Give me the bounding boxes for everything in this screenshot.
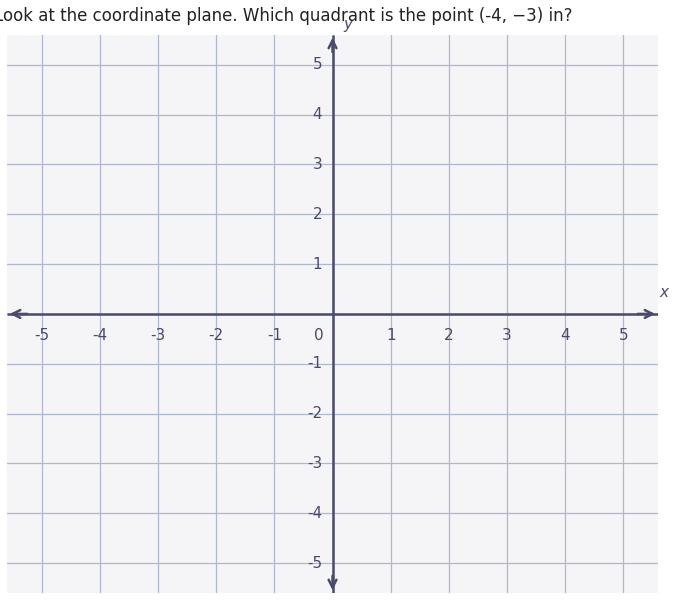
Text: -3: -3 (151, 328, 166, 343)
Text: 3: 3 (502, 328, 512, 343)
Text: 5: 5 (313, 57, 322, 72)
Text: 2: 2 (313, 207, 322, 222)
Text: y: y (343, 17, 352, 32)
Text: -4: -4 (307, 506, 322, 521)
Text: 0: 0 (314, 328, 324, 343)
Text: -1: -1 (267, 328, 282, 343)
Text: 3: 3 (313, 157, 322, 172)
Text: -5: -5 (34, 328, 49, 343)
Text: -3: -3 (307, 456, 322, 471)
Text: -2: -2 (209, 328, 224, 343)
Text: x: x (659, 285, 668, 300)
Text: 4: 4 (313, 107, 322, 122)
Text: -4: -4 (92, 328, 107, 343)
Text: 1: 1 (386, 328, 396, 343)
Text: -1: -1 (307, 356, 322, 371)
Text: 4: 4 (560, 328, 570, 343)
Text: 5: 5 (618, 328, 628, 343)
Text: 2: 2 (444, 328, 454, 343)
Text: -5: -5 (307, 556, 322, 571)
Text: 1: 1 (313, 257, 322, 272)
Text: -2: -2 (307, 406, 322, 421)
Text: Look at the coordinate plane. Which quadrant is the point (-4, −3) in?: Look at the coordinate plane. Which quad… (0, 7, 572, 25)
